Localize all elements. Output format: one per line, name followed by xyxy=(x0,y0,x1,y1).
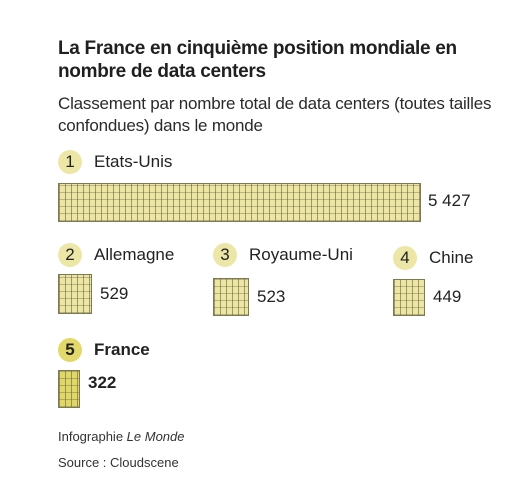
source-line: Source : Cloudscene xyxy=(58,455,179,470)
bar-france xyxy=(58,370,80,408)
rank-badge-france: 5 xyxy=(58,338,82,362)
rank-badge-etats-unis: 1 xyxy=(58,150,82,174)
bar-chine xyxy=(393,279,425,316)
rank-badge-allemagne: 2 xyxy=(58,243,82,267)
bar-royaume-uni xyxy=(213,278,249,316)
country-label-france: France xyxy=(94,340,150,359)
value-label-france: 322 xyxy=(88,373,117,392)
country-label-royaume-uni: Royaume-Uni xyxy=(249,245,353,264)
bar-etats-unis xyxy=(58,183,421,222)
rank-badge-royaume-uni: 3 xyxy=(213,243,237,267)
country-label-chine: Chine xyxy=(429,248,474,267)
credit-line: Infographie Le Monde xyxy=(58,429,185,444)
bar-allemagne xyxy=(58,274,92,314)
value-label-royaume-uni: 523 xyxy=(257,287,286,306)
chart-title: La France en cinquième position mondiale… xyxy=(58,38,457,82)
chart-subtitle: Classement par nombre total de data cent… xyxy=(58,94,492,135)
country-label-allemagne: Allemagne xyxy=(94,245,175,264)
value-label-etats-unis: 5 427 xyxy=(428,191,471,210)
value-label-chine: 449 xyxy=(433,287,462,306)
country-label-etats-unis: Etats-Unis xyxy=(94,152,173,171)
value-label-allemagne: 529 xyxy=(100,284,129,303)
rank-badge-chine: 4 xyxy=(393,246,417,270)
